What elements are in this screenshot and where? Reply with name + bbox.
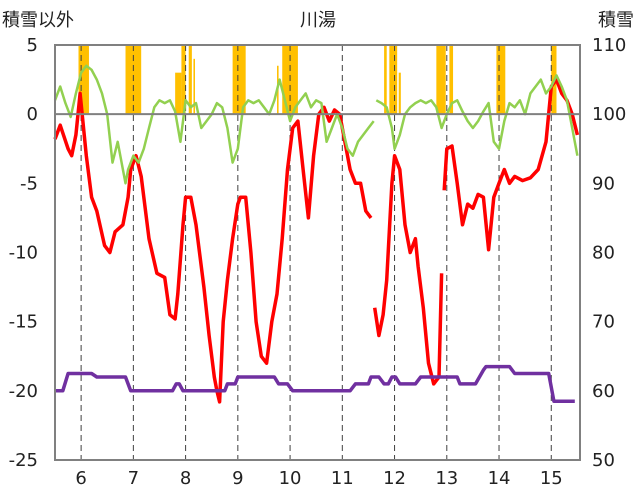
x-tick-label: 11 bbox=[331, 468, 354, 489]
x-tick-label: 13 bbox=[435, 468, 458, 489]
sunshine-bars bbox=[78, 45, 557, 115]
temperature-line bbox=[53, 91, 373, 404]
y-left-tick-label: 0 bbox=[27, 104, 38, 125]
y-right-tick-label: 80 bbox=[592, 243, 615, 264]
sunshine-bar bbox=[188, 45, 192, 115]
left-axis-label: 積雪以外 bbox=[2, 10, 74, 31]
y-right-tick-label: 90 bbox=[592, 173, 615, 194]
sunshine-bar bbox=[175, 72, 182, 115]
y-left-tick-label: -15 bbox=[9, 312, 38, 333]
snow_depth-line bbox=[55, 364, 575, 403]
y-right-tick-label: 60 bbox=[592, 381, 615, 402]
temperature_b-line bbox=[372, 153, 444, 386]
x-tick-label: 7 bbox=[128, 468, 139, 489]
plot-frame bbox=[54, 44, 581, 461]
humidity-line bbox=[53, 64, 375, 185]
y-right-tick-label: 100 bbox=[592, 104, 626, 125]
y-left-tick-label: 5 bbox=[27, 35, 38, 56]
sunshine-bar bbox=[384, 45, 387, 115]
axis-ticks: 6 7 8 9 10 11 12 13 14 1550-5-10-15-20-2511010090… bbox=[9, 35, 627, 489]
y-right-tick-label: 110 bbox=[592, 35, 626, 56]
x-tick-label: 9 bbox=[232, 468, 243, 489]
humidity_b-line bbox=[375, 74, 579, 156]
sunshine-bar bbox=[78, 45, 89, 115]
sunshine-bar bbox=[181, 45, 186, 115]
sunshine-bar bbox=[232, 45, 246, 115]
y-left-tick-label: -25 bbox=[9, 450, 38, 471]
x-tick-label: 6 bbox=[75, 468, 86, 489]
temperature_c-line bbox=[442, 77, 580, 252]
x-tick-label: 14 bbox=[488, 468, 511, 489]
y-left-tick-label: -20 bbox=[9, 381, 38, 402]
y-left-tick-label: -10 bbox=[9, 243, 38, 264]
sunshine-bar bbox=[449, 45, 454, 115]
sunshine-bar bbox=[436, 45, 446, 115]
chart-title: 川湯 bbox=[300, 10, 336, 31]
sunshine-bar bbox=[193, 58, 195, 115]
x-tick-label: 12 bbox=[383, 468, 406, 489]
y-right-tick-label: 50 bbox=[592, 450, 615, 471]
sunshine-bar bbox=[496, 45, 506, 115]
y-right-tick-label: 70 bbox=[592, 312, 615, 333]
x-tick-label: 15 bbox=[540, 468, 563, 489]
y-left-tick-label: -5 bbox=[20, 173, 38, 194]
sunshine-bar bbox=[398, 72, 401, 115]
x-tick-label: 10 bbox=[279, 468, 302, 489]
right-axis-label: 積雪 bbox=[598, 10, 634, 31]
sunshine-bar bbox=[389, 45, 398, 115]
x-tick-label: 8 bbox=[180, 468, 191, 489]
